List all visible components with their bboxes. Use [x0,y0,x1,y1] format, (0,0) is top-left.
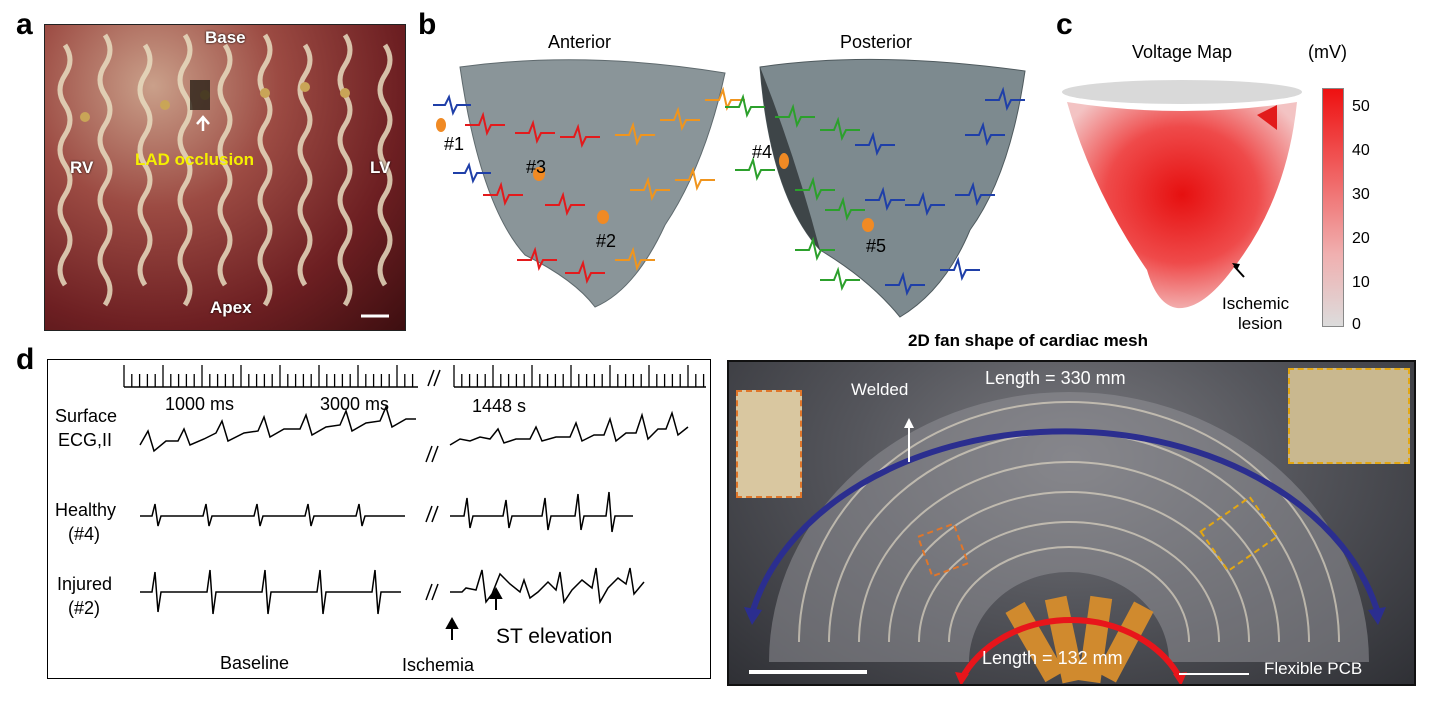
voltage-map-title: Voltage Map [1132,42,1233,62]
voltage-map-heart [1062,80,1302,309]
ecg-panel [47,359,711,679]
fan-mesh-drawing [744,392,1386,684]
colorbar-tick-50: 50 [1352,98,1370,115]
label-ischemia: Ischemia [402,655,475,675]
voltage-unit: (mV) [1308,42,1347,62]
mesh-photo [727,360,1416,686]
inset-mesh-closeup [1288,368,1410,464]
label-apex: Apex [210,298,252,317]
label-length-outer: Length = 330 mm [985,368,1126,388]
colorbar-tick-0: 0 [1352,316,1361,333]
title-posterior: Posterior [840,32,913,52]
trace-label-healthy-site: (#4) [68,524,101,544]
panel-label-b: b [418,8,437,41]
label-length-inner: Length = 132 mm [982,648,1123,668]
label-lad-occlusion: LAD occlusion [135,150,255,169]
site-label-1: #1 [444,134,465,154]
panel-label-c: c [1056,8,1073,41]
heart-3d-models [433,58,1026,318]
site-label-4: #4 [752,142,773,162]
title-anterior: Anterior [548,32,612,52]
inset-welded-closeup [736,390,802,498]
panel-label-d: d [16,343,35,376]
lesion-label-line1: Ischemic [1222,294,1290,313]
site-label-2: #2 [596,231,617,251]
trace-label-injured-site: (#2) [68,598,101,618]
label-flexible-pcb: Flexible PCB [1264,659,1363,678]
trace-label-ecg: ECG,II [58,430,113,450]
time-label-1000: 1000 ms [165,394,235,414]
time-label-3000: 3000 ms [320,394,390,414]
time-label-1448: 1448 s [472,396,527,416]
lesion-label-line2: lesion [1238,314,1283,333]
trace-label-injured: Injured [57,574,113,594]
label-welded: Welded [851,380,909,399]
trace-label-surface: Surface [55,406,118,426]
label-lv: LV [370,158,391,177]
colorbar-tick-40: 40 [1352,142,1370,159]
heart-photo [44,24,406,331]
panel-label-a: a [16,8,33,41]
colorbar [1322,88,1344,327]
site-label-5: #5 [866,236,887,256]
colorbar-tick-10: 10 [1352,274,1370,291]
mesh-title: 2D fan shape of cardiac mesh [908,331,1148,350]
colorbar-tick-30: 30 [1352,186,1370,203]
colorbar-tick-20: 20 [1352,230,1370,247]
label-rv: RV [70,158,94,177]
site-label-3: #3 [526,157,547,177]
label-baseline: Baseline [220,653,290,673]
label-base: Base [205,28,246,47]
ecg-traces [123,365,706,640]
serpentine-mesh-overlay [57,33,393,318]
trace-label-healthy: Healthy [55,500,117,520]
label-st-elevation: ST elevation [496,625,613,648]
